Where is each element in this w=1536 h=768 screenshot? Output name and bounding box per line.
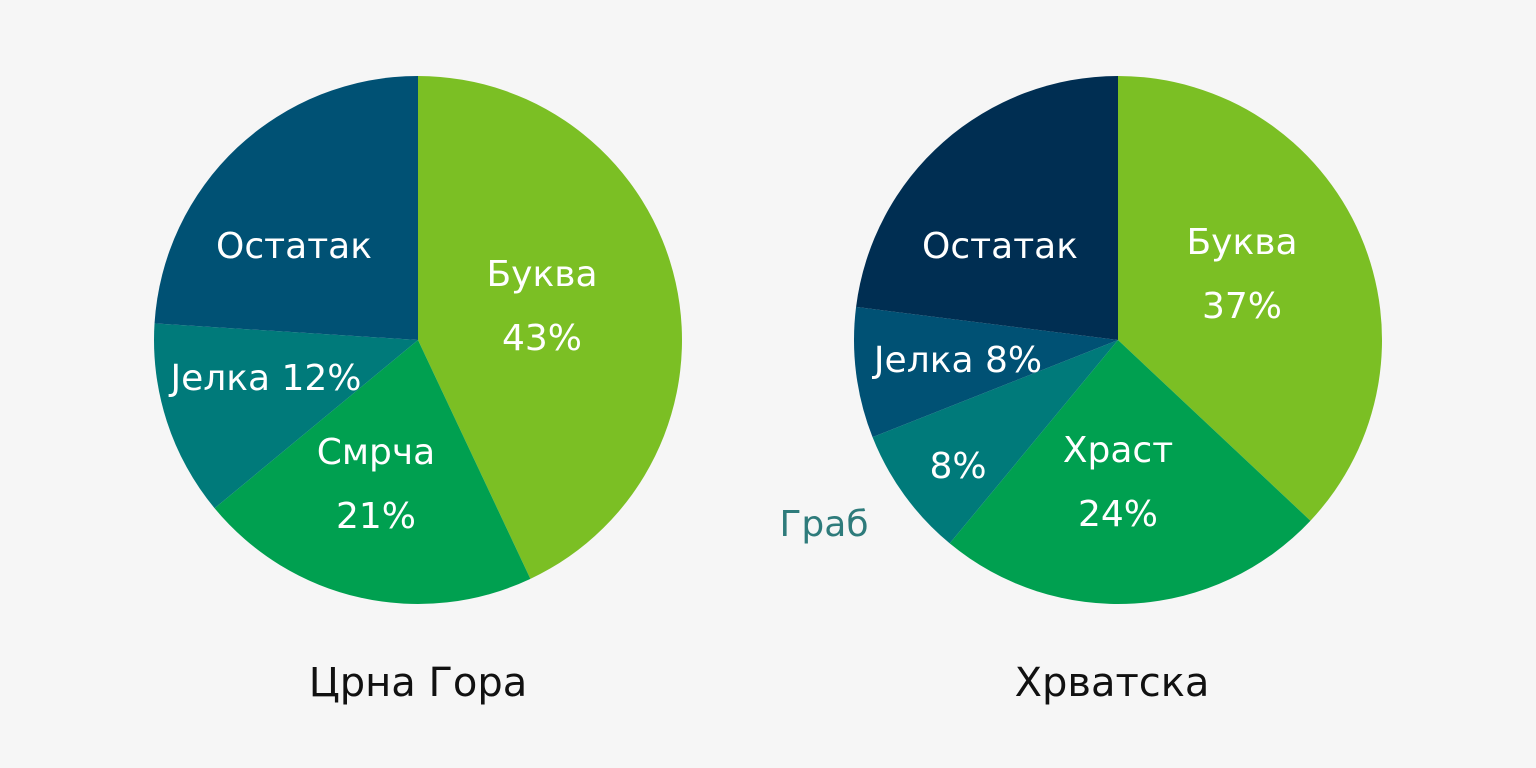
chart-title-montenegro: Црна Гора bbox=[309, 660, 528, 706]
slice-outside-label-1-2: Граб bbox=[779, 504, 868, 545]
slice-label-1-2-value: 8% bbox=[929, 446, 986, 487]
slice-label-1-1-label: Храст bbox=[1063, 430, 1173, 471]
pie-slice-0-0 bbox=[418, 76, 682, 579]
pie-slice-1-2 bbox=[872, 340, 1118, 544]
slice-label-0-0-value: 43% bbox=[502, 318, 582, 359]
slice-label-0-1-value: 21% bbox=[336, 496, 416, 537]
slice-label-0-3-label: Остатак bbox=[216, 226, 372, 267]
slice-label-0-1-label: Смрча bbox=[317, 432, 435, 473]
pie-chart-croatia: Буква 37% Храст 24% 8% Граб Јелка 8% Остатак bbox=[779, 76, 1383, 605]
pie-slice-0-2 bbox=[153, 323, 418, 509]
pie-slice-1-1 bbox=[949, 340, 1311, 605]
pie-slice-1-4 bbox=[856, 76, 1118, 340]
slice-label-1-4-label: Остатак bbox=[922, 226, 1078, 267]
chart-title-croatia: Хрватска bbox=[1015, 660, 1210, 706]
pie-slice-1-3 bbox=[853, 306, 1118, 438]
slice-label-0-0-label: Буква bbox=[486, 254, 597, 295]
pie-slice-0-3 bbox=[154, 76, 418, 340]
pie-chart-montenegro: Буква 43% Смрча 21% Јелка 12% Остатак bbox=[153, 76, 682, 604]
pie-slice-0-1 bbox=[214, 340, 531, 604]
slice-label-1-3-label-value: Јелка 8% bbox=[872, 340, 1042, 381]
slice-label-0-2-label-value: Јелка 12% bbox=[168, 358, 361, 399]
pie-slice-1-0 bbox=[1118, 76, 1383, 521]
slice-label-1-0-value: 37% bbox=[1202, 286, 1282, 327]
slice-label-1-0-label: Буква bbox=[1186, 222, 1297, 263]
slice-label-1-1-value: 24% bbox=[1078, 494, 1158, 535]
